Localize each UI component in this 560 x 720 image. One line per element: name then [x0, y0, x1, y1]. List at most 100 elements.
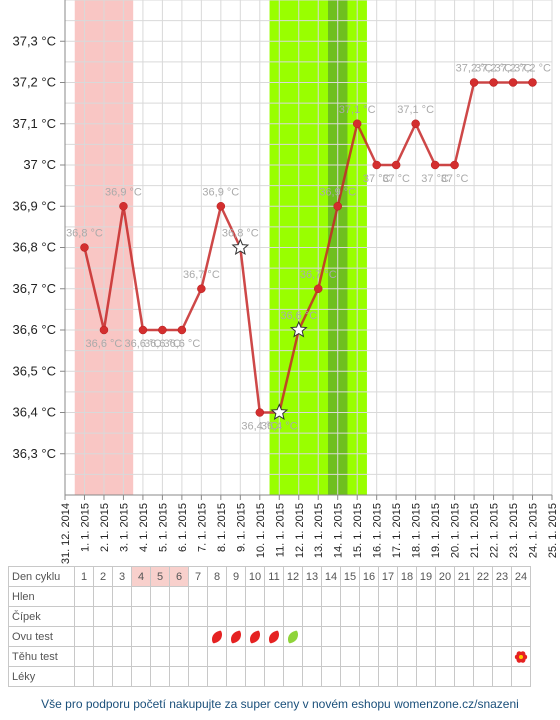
data-label: 37,1 °C	[339, 104, 376, 116]
table-cell	[74, 646, 94, 667]
data-label: 36,7 °C	[183, 269, 220, 281]
table-cell	[340, 666, 360, 687]
row-label: Den cyklu	[8, 566, 75, 587]
y-tick-label: 36,4 °C	[12, 405, 56, 420]
cycle-day: 16	[359, 566, 379, 587]
table-cell	[226, 606, 246, 627]
table-cell	[150, 606, 170, 627]
red-leaf-icon	[209, 629, 225, 644]
table-cell	[283, 646, 303, 667]
table-cell	[416, 646, 436, 667]
red-leaf-icon	[228, 629, 244, 644]
table-cell	[93, 586, 113, 607]
x-tick-label: 8. 1. 2015	[216, 503, 228, 552]
y-tick-label: 36,9 °C	[12, 198, 56, 213]
table-cell	[416, 586, 436, 607]
y-tick-label: 36,7 °C	[12, 281, 56, 296]
table-cell	[359, 626, 379, 647]
x-tick-label: 11. 1. 2015	[274, 503, 286, 557]
x-tick-label: 18. 1. 2015	[411, 503, 423, 558]
data-label: 36,6 °C	[163, 338, 200, 350]
cycle-day: 8	[207, 566, 227, 587]
data-point	[158, 325, 167, 335]
x-tick-label: 7. 1. 2015	[196, 503, 208, 552]
data-label: 36,4 °C	[261, 421, 298, 433]
table-cell	[150, 586, 170, 607]
y-tick-label: 37,2 °C	[12, 75, 56, 90]
table-cell	[454, 646, 474, 667]
table-cell	[226, 586, 246, 607]
data-point	[99, 325, 109, 335]
data-label: 36,6 °C	[280, 310, 317, 322]
data-label: 36,9 °C	[202, 186, 239, 198]
data-label: 36,6 °C	[144, 338, 181, 350]
table-cell	[492, 586, 512, 607]
table-cell	[283, 586, 303, 607]
table-cell	[473, 606, 493, 627]
data-label: 37,1 °C	[397, 104, 434, 116]
data-point	[216, 202, 226, 211]
data-label: 36,6 °C	[125, 338, 162, 350]
bbt-chart: 36,3 °C 36,4 °C 36,5 °C 36,6 °C 36,7 °C 36,8 …	[12, 0, 559, 564]
table-cell	[150, 666, 170, 687]
table-cell	[245, 646, 265, 667]
cycle-day: 24	[511, 566, 531, 587]
table-cell	[207, 626, 227, 647]
x-tick-label: 24. 1. 2015	[528, 503, 540, 558]
table-cell	[188, 666, 208, 687]
table-cell	[74, 626, 94, 647]
table-row: Den cyklu 1 2 3 4 5 6 7 8 9 10 11 12 13 14 15 16 17 18 19 20…	[8, 566, 531, 587]
table-cell	[511, 586, 531, 607]
table-cell	[492, 606, 512, 627]
cycle-day: 15	[340, 566, 360, 587]
x-tick-label: 23. 1. 2015	[508, 503, 520, 558]
table-cell	[74, 606, 94, 627]
table-cell	[93, 666, 113, 687]
table-cell	[207, 606, 227, 627]
table-row: Ovu test	[8, 626, 531, 647]
data-label: 36,7 °C	[300, 269, 337, 281]
row-label: Těhu test	[8, 646, 75, 667]
x-tick-label: 1. 1. 2015	[79, 503, 91, 552]
y-tick-label: 36,5 °C	[12, 363, 56, 378]
row-label: Ovu test	[8, 626, 75, 647]
table-cell	[188, 646, 208, 667]
y-tick-label: 36,8 °C	[12, 240, 56, 255]
cycle-day: 11	[264, 566, 284, 587]
table-cell	[112, 586, 132, 607]
table-cell	[321, 606, 341, 627]
cycle-day: 3	[112, 566, 132, 587]
y-tick-label: 36,3 °C	[12, 446, 56, 461]
x-tick-label: 3. 1. 2015	[118, 503, 130, 552]
data-point	[313, 284, 323, 293]
table-cell	[340, 606, 360, 627]
data-label: 36,9 °C	[105, 186, 142, 198]
data-point	[372, 160, 381, 170]
data-label: 37,2 °C	[475, 63, 512, 75]
cycle-day: 19	[416, 566, 436, 587]
cycle-day: 2	[93, 566, 113, 587]
x-tick-label: 21. 1. 2015	[469, 503, 481, 558]
table-cell	[397, 626, 417, 647]
table-cell	[283, 666, 303, 687]
table-cell	[283, 606, 303, 627]
table-cell	[245, 626, 265, 647]
table-cell	[188, 586, 208, 607]
table-cell	[473, 626, 493, 647]
table-cell	[454, 606, 474, 627]
x-tick-label: 25. 1. 2015	[547, 503, 559, 558]
cycle-day: 5	[150, 566, 170, 587]
data-point	[430, 160, 440, 170]
promo-footer[interactable]: Vše pro podporu početí nakupujte za supe…	[41, 697, 519, 711]
table-cell	[188, 626, 208, 647]
table-cell	[416, 666, 436, 687]
data-label: 37,2 °C	[495, 63, 532, 75]
x-tick-label: 17. 1. 2015	[391, 503, 403, 558]
table-cell	[492, 626, 512, 647]
table-cell	[359, 606, 379, 627]
table-cell	[340, 626, 360, 647]
x-tick-label: 5. 1. 2015	[157, 503, 169, 552]
table-cell	[473, 646, 493, 667]
data-point	[508, 78, 518, 87]
grid	[64, 0, 553, 496]
